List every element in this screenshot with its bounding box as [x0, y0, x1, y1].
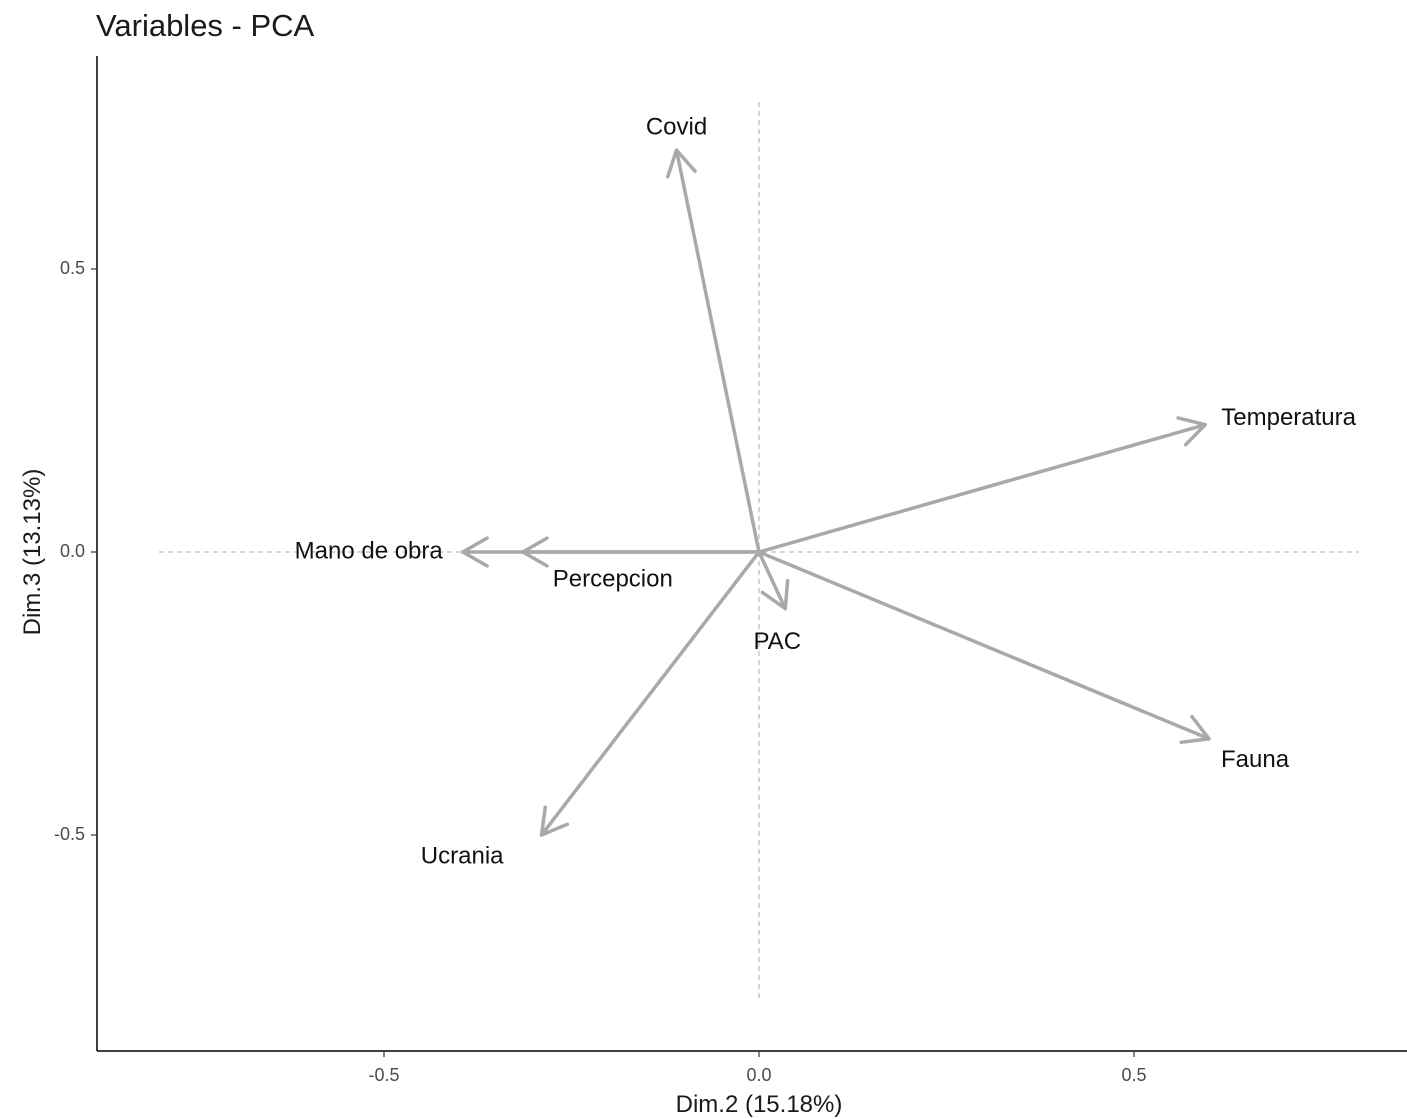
x-axis-title: Dim.2 (15.18%)	[676, 1091, 843, 1118]
y-tick-label: 0.0	[60, 541, 85, 561]
label-covid: Covid	[646, 113, 707, 140]
y-axis-title: Dim.3 (13.13%)	[19, 469, 46, 636]
label-temperatura: Temperatura	[1221, 404, 1356, 431]
label-fauna: Fauna	[1221, 746, 1290, 773]
arrow-percepcion	[521, 536, 761, 568]
x-tick-label: 0.0	[746, 1065, 771, 1085]
chart-title: Variables - PCA	[96, 8, 315, 43]
arrow-temperatura	[757, 416, 1207, 554]
y-tick-label: -0.5	[54, 824, 85, 844]
arrow-covid	[666, 148, 761, 554]
arrow-pac	[757, 550, 790, 611]
label-ucrania: Ucrania	[421, 842, 504, 869]
x-tick-label: 0.5	[1121, 1065, 1146, 1085]
arrow-fauna	[757, 550, 1211, 745]
arrow-ucrania	[539, 550, 761, 837]
y-tick-label: 0.5	[60, 258, 85, 278]
label-mano-de-obra: Mano de obra	[295, 537, 444, 564]
label-pac: PAC	[753, 628, 801, 655]
label-percepcion: Percepcion	[553, 565, 673, 592]
x-tick-label: -0.5	[368, 1065, 399, 1085]
